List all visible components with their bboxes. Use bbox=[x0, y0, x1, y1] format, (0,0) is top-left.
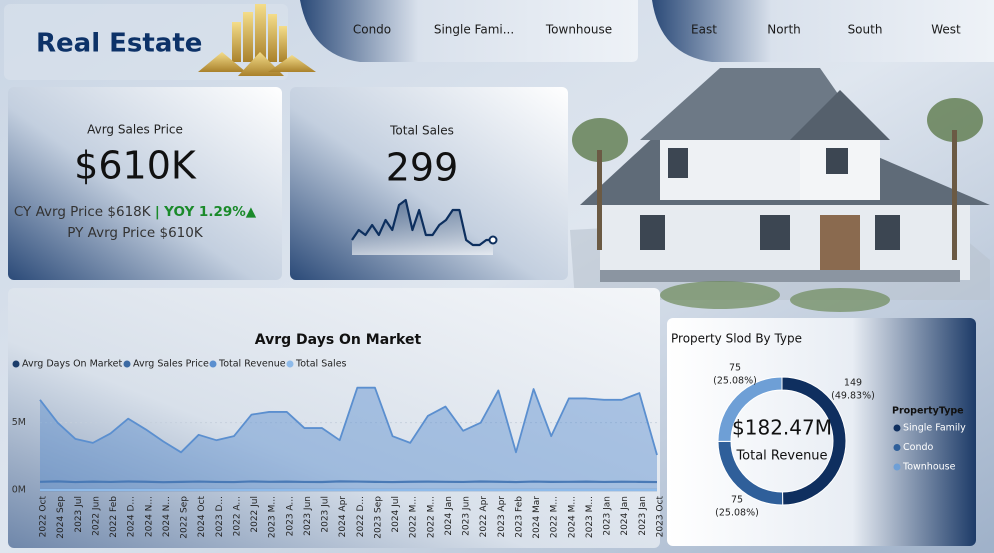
data-label-percent: (25.08%) bbox=[715, 508, 759, 519]
x-tick-label: 2024 Apr bbox=[338, 496, 348, 538]
data-label-percent: (25.08%) bbox=[713, 376, 757, 387]
x-tick-label: 2024 M... bbox=[567, 496, 577, 538]
chart-title: Avrg Days On Market bbox=[255, 332, 422, 348]
x-tick-label: 2022 D... bbox=[356, 496, 366, 537]
sparkline bbox=[351, 198, 493, 247]
slicer-option[interactable]: East bbox=[691, 23, 717, 37]
region-slicer-panel bbox=[652, 0, 994, 62]
x-tick-label: 2023 Jun bbox=[462, 496, 472, 536]
legend-marker bbox=[893, 444, 901, 451]
legend-label: Single Family bbox=[903, 423, 966, 434]
x-tick-label: 2023 M... bbox=[585, 496, 595, 538]
kpi-label: Avrg Sales Price bbox=[87, 123, 183, 137]
kpi-card bbox=[8, 87, 282, 280]
x-tick-label: 2022 A... bbox=[232, 496, 242, 536]
x-tick-label: 2024 Jan bbox=[620, 496, 630, 536]
x-tick-label: 2022 M... bbox=[426, 496, 436, 538]
legend-marker bbox=[893, 463, 901, 471]
x-tick-label: 2024 Mar bbox=[532, 496, 542, 539]
property-slicer-panel bbox=[300, 0, 638, 62]
x-tick-label: 2024 N... bbox=[162, 496, 172, 537]
slicer-option[interactable]: Townhouse bbox=[545, 23, 612, 37]
legend-marker bbox=[209, 360, 217, 368]
center-label: Total Revenue bbox=[735, 449, 827, 464]
center-value: $182.47M bbox=[732, 416, 832, 440]
x-tick-label: 2022 M... bbox=[409, 496, 419, 538]
legend-label: Townhouse bbox=[902, 462, 956, 473]
x-tick-label: 2022 Apr bbox=[479, 496, 489, 538]
slicer-option[interactable]: West bbox=[931, 23, 961, 37]
legend-label: Condo bbox=[903, 442, 933, 453]
yoy: YOY 1.29%▲ bbox=[163, 204, 257, 220]
x-tick-label: 2023 M... bbox=[268, 496, 278, 538]
header-title: Real Estate bbox=[36, 29, 202, 59]
kpi-value: $610K bbox=[74, 144, 197, 188]
separator: | bbox=[155, 204, 160, 220]
slicer-option[interactable]: South bbox=[848, 23, 883, 37]
kpi-comparison: CY Avrg Price $618K | YOY 1.29%▲ bbox=[14, 204, 257, 220]
slicer-option[interactable]: North bbox=[767, 23, 801, 37]
data-label-percent: (49.83%) bbox=[831, 391, 875, 402]
cy-price: CY Avrg Price $618K bbox=[14, 204, 152, 220]
legend-label: Avrg Days On Market bbox=[22, 359, 123, 370]
house-illustration bbox=[570, 68, 990, 312]
x-tick-label: 2023 Jan bbox=[638, 496, 648, 536]
y-tick-label: 5M bbox=[12, 417, 26, 428]
kpi-label: Total Sales bbox=[389, 124, 454, 138]
x-tick-label: 2023 Jan bbox=[603, 496, 613, 536]
x-tick-label: 2023 Sep bbox=[373, 496, 383, 539]
sparkline-end bbox=[488, 235, 498, 245]
x-tick-label: 2024 Oct bbox=[197, 496, 207, 538]
legend-marker bbox=[893, 424, 901, 432]
slicer-option[interactable]: Condo bbox=[353, 23, 391, 37]
chart-title: Property Slod By Type bbox=[671, 332, 802, 346]
x-tick-label: 2022 Jun bbox=[91, 496, 101, 536]
legend-marker bbox=[286, 360, 294, 368]
x-tick-label: 2023 Jul bbox=[74, 496, 84, 533]
x-tick-label: 2022 M... bbox=[550, 496, 560, 538]
sparkline-area bbox=[352, 200, 493, 255]
legend-label: Avrg Sales Price bbox=[133, 359, 209, 370]
x-tick-label: 2023 D... bbox=[215, 496, 225, 537]
x-tick-label: 2023 Jul bbox=[321, 496, 331, 533]
x-tick-label: 2024 N... bbox=[144, 496, 154, 537]
x-tick-label: 2024 Jul bbox=[391, 496, 401, 533]
py-price: PY Avrg Price $610K bbox=[67, 225, 204, 241]
donut-segment bbox=[717, 376, 783, 442]
x-tick-label: 2023 A... bbox=[285, 496, 295, 536]
legend-marker bbox=[123, 360, 131, 368]
x-tick-label: 2023 Feb bbox=[514, 496, 524, 538]
x-tick-label: 2024 Sep bbox=[56, 496, 66, 539]
series-line bbox=[39, 480, 658, 484]
legend-title: PropertyType bbox=[892, 406, 964, 417]
x-tick-label: 2024 Jan bbox=[444, 496, 454, 536]
data-label: 75 bbox=[731, 495, 743, 506]
x-tick-label: 2022 Jul bbox=[250, 496, 260, 533]
x-tick-label: 2024 D... bbox=[127, 496, 137, 537]
slicer-option[interactable]: Single Fami... bbox=[434, 23, 514, 37]
logo bbox=[198, 4, 316, 76]
kpi-value: 299 bbox=[386, 146, 459, 190]
y-tick-label: 0M bbox=[12, 485, 26, 496]
series-line bbox=[39, 386, 658, 456]
x-tick-label: 2022 Feb bbox=[109, 496, 119, 538]
legend-marker bbox=[12, 360, 20, 368]
area-fill bbox=[40, 387, 657, 490]
x-tick-label: 2022 Sep bbox=[180, 496, 190, 539]
x-tick-label: 2022 Oct bbox=[39, 496, 49, 538]
x-tick-label: 2023 Jun bbox=[303, 496, 313, 536]
x-tick-label: 2023 Apr bbox=[497, 496, 507, 538]
x-tick-label: 2023 Oct bbox=[656, 496, 666, 538]
data-label: 149 bbox=[844, 378, 862, 389]
legend-label: Total Sales bbox=[295, 359, 347, 370]
legend-label: Total Revenue bbox=[218, 359, 286, 370]
data-label: 75 bbox=[729, 363, 741, 374]
